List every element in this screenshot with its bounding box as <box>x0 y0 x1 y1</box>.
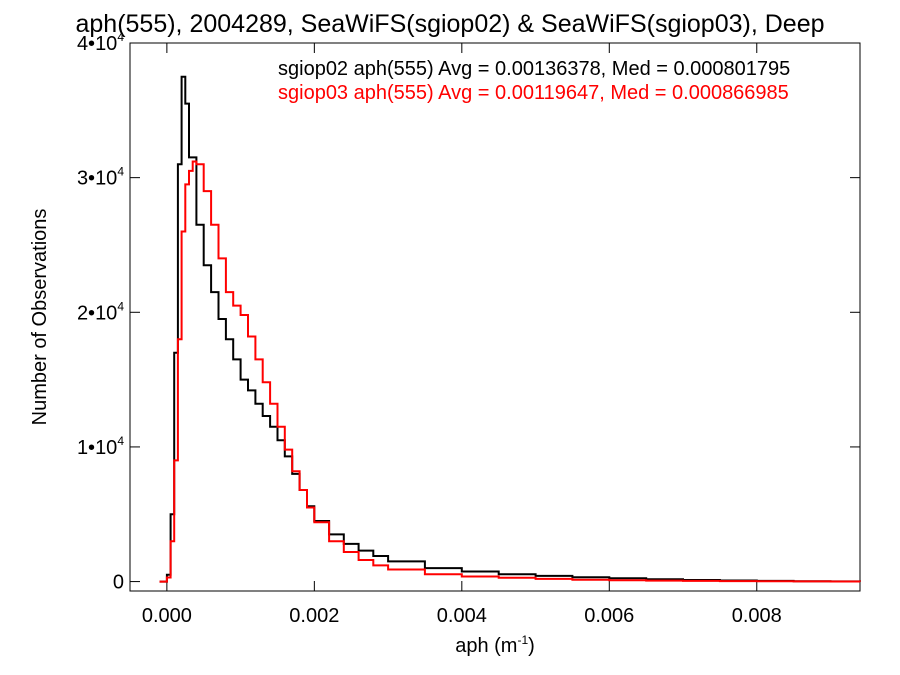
y-tick-label: 0 <box>113 572 124 594</box>
x-tick-label: 0.002 <box>289 605 339 627</box>
x-tick-label: 0.008 <box>732 605 782 627</box>
y-tick-label: 1•104 <box>77 434 124 459</box>
y-tick-label-base: 4•10 <box>77 33 117 55</box>
y-tick-label-base: 0 <box>113 572 124 594</box>
x-tick-label: 0.004 <box>437 605 487 627</box>
y-tick-label-base: 2•10 <box>77 302 117 324</box>
y-axis-label: Number of Observations <box>29 209 51 426</box>
series-line-sgiop02 <box>159 75 861 583</box>
x-tick-label: 0.000 <box>142 605 192 627</box>
y-tick-label-exponent: 4 <box>117 30 124 44</box>
legend-entry-sgiop02: sgiop02 aph(555) Avg = 0.00136378, Med =… <box>278 58 790 80</box>
y-tick-label-exponent: 4 <box>117 165 124 179</box>
x-tick-label: 0.006 <box>584 605 634 627</box>
y-tick-label-base: 1•10 <box>77 437 117 459</box>
y-tick-label-exponent: 4 <box>117 299 124 313</box>
series-line-sgiop03 <box>159 160 861 583</box>
legend-entry-sgiop03: sgiop03 aph(555) Avg = 0.00119647, Med =… <box>278 82 789 104</box>
y-tick-label: 2•104 <box>77 299 124 324</box>
series-layer <box>159 75 861 583</box>
x-axis-label-close: ) <box>528 635 535 657</box>
x-axis-ticks: 0.000 0.002 0.004 0.006 0.008 <box>142 43 782 627</box>
y-tick-label-base: 3•10 <box>77 168 117 190</box>
x-axis-label-exponent: -1 <box>517 633 528 647</box>
x-axis-label: aph (m-1) <box>455 633 535 657</box>
y-tick-label: 4•104 <box>77 30 124 55</box>
y-tick-label-exponent: 4 <box>117 434 124 448</box>
y-tick-label: 3•104 <box>77 165 124 190</box>
x-axis-label-text: aph (m <box>455 635 517 657</box>
plot-frame <box>129 42 861 592</box>
chart-title: aph(555), 2004289, SeaWiFS(sgiop02) & Se… <box>75 10 824 38</box>
